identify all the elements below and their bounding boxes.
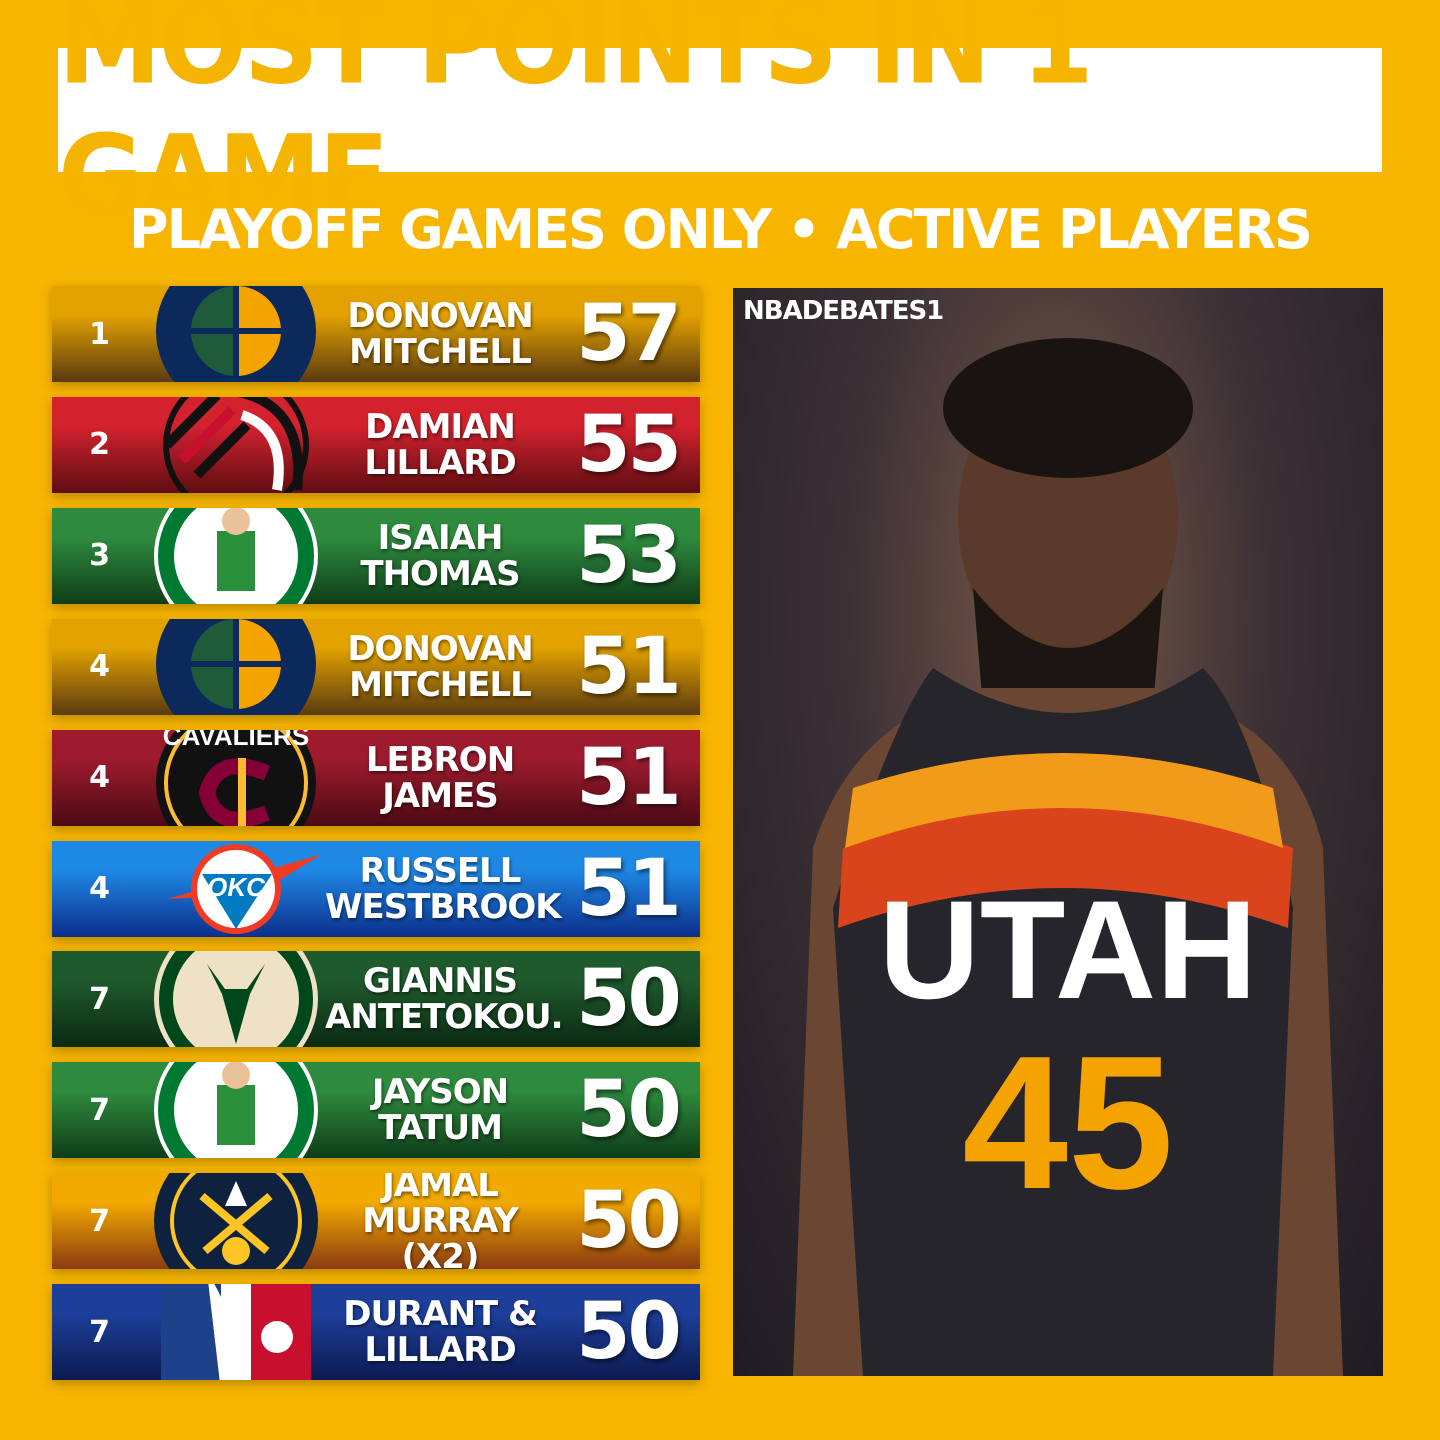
player-name-line2: MITCHELL bbox=[349, 332, 532, 372]
jazz-logo-icon bbox=[147, 286, 325, 382]
player-name-line1: DONOVAN bbox=[347, 628, 533, 669]
points: 51 bbox=[576, 732, 682, 823]
points: 50 bbox=[576, 954, 682, 1045]
player-name: DURANT & LILLARD bbox=[325, 1296, 555, 1368]
ranking-row: 4 OKC RUSSELL WESTBROOK 51 bbox=[52, 840, 700, 937]
points: 50 bbox=[576, 1176, 682, 1267]
rank: 2 bbox=[89, 427, 110, 463]
celtics-logo-icon bbox=[147, 1062, 325, 1159]
player-name: GIANNIS ANTETOKOU. bbox=[325, 961, 564, 1038]
player-name-line1: LEBRON bbox=[365, 739, 515, 780]
watermark: NBADEBATES1 bbox=[743, 296, 944, 326]
player-name-line1: JAYSON bbox=[371, 1072, 509, 1113]
player-name: JAYSON TATUM bbox=[325, 1074, 555, 1146]
player-name: RUSSELL WESTBROOK bbox=[325, 850, 562, 927]
ranking-row: 7 DURANT & LILLARD 50 bbox=[52, 1284, 700, 1381]
ranking-row: 7 JAYSON TATUM 50 bbox=[52, 1062, 700, 1159]
points: 51 bbox=[576, 621, 682, 712]
player-name-line1: DONOVAN bbox=[347, 296, 533, 336]
ranking-row: 4 DONOVAN MITCHELL 51 bbox=[52, 618, 700, 715]
rank: 7 bbox=[89, 1203, 110, 1239]
nuggets-logo-icon bbox=[147, 1173, 325, 1270]
player-name: LEBRON JAMES bbox=[325, 742, 555, 814]
player-name-line2: ANTETOKOU. bbox=[325, 997, 564, 1038]
points: 53 bbox=[576, 510, 682, 601]
ranking-row: 4 CAVALIERS LEBRON JAMES 51 bbox=[52, 729, 700, 826]
jersey-text: UTAH bbox=[879, 871, 1257, 1028]
player-name-line1: ISAIAH bbox=[377, 517, 504, 558]
celtics-logo-icon bbox=[147, 507, 325, 604]
ranking-row: 1 DONOVAN MITCHELL 57 bbox=[52, 286, 700, 382]
player-name: JAMAL MURRAY (X2) bbox=[325, 1173, 555, 1269]
player-name-line1: DAMIAN bbox=[365, 406, 516, 447]
rank: 4 bbox=[89, 871, 110, 906]
player-name-line2: WESTBROOK bbox=[325, 886, 562, 927]
player-name-line2: LILLARD bbox=[364, 1330, 516, 1371]
rank: 7 bbox=[89, 1314, 110, 1350]
player-name-line2: THOMAS bbox=[360, 553, 520, 594]
thunder-logo-icon: OKC bbox=[147, 841, 325, 937]
points: 50 bbox=[576, 1287, 682, 1378]
ranking-row: 3 ISAIAH THOMAS 53 bbox=[52, 507, 700, 604]
points: 50 bbox=[576, 1065, 682, 1156]
player-name-line1: JAMAL bbox=[382, 1173, 499, 1206]
jersey-number: 45 bbox=[962, 1017, 1173, 1229]
player-name-line1: GIANNIS bbox=[363, 961, 518, 1002]
svg-text:CAVALIERS: CAVALIERS bbox=[163, 730, 309, 751]
player-name-line2: JAMES bbox=[382, 775, 499, 816]
subtitle: PLAYOFF GAMES ONLY • ACTIVE PLAYERS bbox=[129, 198, 1313, 261]
cavaliers-logo-icon: CAVALIERS bbox=[147, 729, 325, 826]
player-name-line2: MITCHELL bbox=[349, 664, 532, 705]
player-name-line2: TATUM bbox=[378, 1108, 503, 1149]
points: 51 bbox=[576, 843, 682, 934]
bucks-logo-icon bbox=[147, 951, 325, 1048]
ranking-row: 7 JAMAL MURRAY (X2) 50 bbox=[52, 1173, 700, 1270]
jazz-logo-icon bbox=[147, 618, 325, 715]
rank: 4 bbox=[89, 760, 110, 796]
points: 57 bbox=[576, 289, 682, 379]
rank: 7 bbox=[89, 981, 110, 1017]
player-name-line1: RUSSELL bbox=[359, 850, 522, 891]
page-title: MOST POINTS IN 1 GAME bbox=[58, 0, 1094, 245]
nba-logo-icon bbox=[147, 1284, 325, 1381]
rank: 1 bbox=[89, 316, 110, 352]
rank: 7 bbox=[89, 1092, 110, 1128]
svg-text:OKC: OKC bbox=[207, 872, 266, 902]
title-banner: MOST POINTS IN 1 GAME bbox=[58, 0, 1382, 244]
rank: 3 bbox=[89, 538, 110, 574]
player-photo: UTAH 45 NBADEBATES1 bbox=[733, 288, 1383, 1376]
player-name-line2: LILLARD bbox=[364, 442, 516, 483]
ranking-row: 7 GIANNIS ANTETOKOU. 50 bbox=[52, 951, 700, 1048]
blazers-logo-icon bbox=[147, 396, 325, 493]
player-name: DONOVAN MITCHELL bbox=[325, 631, 555, 703]
player-name: ISAIAH THOMAS bbox=[325, 520, 555, 592]
ranking-row: 2 DAMIAN LILLARD 55 bbox=[52, 396, 700, 493]
player-name: DONOVAN MITCHELL bbox=[325, 298, 555, 370]
player-name-line1: DURANT & bbox=[343, 1294, 537, 1335]
player-name-line2: MURRAY (X2) bbox=[362, 1201, 518, 1270]
rank: 4 bbox=[89, 649, 110, 685]
player-silhouette: UTAH 45 bbox=[793, 338, 1343, 1376]
player-name: DAMIAN LILLARD bbox=[325, 409, 555, 481]
points: 55 bbox=[576, 399, 682, 490]
